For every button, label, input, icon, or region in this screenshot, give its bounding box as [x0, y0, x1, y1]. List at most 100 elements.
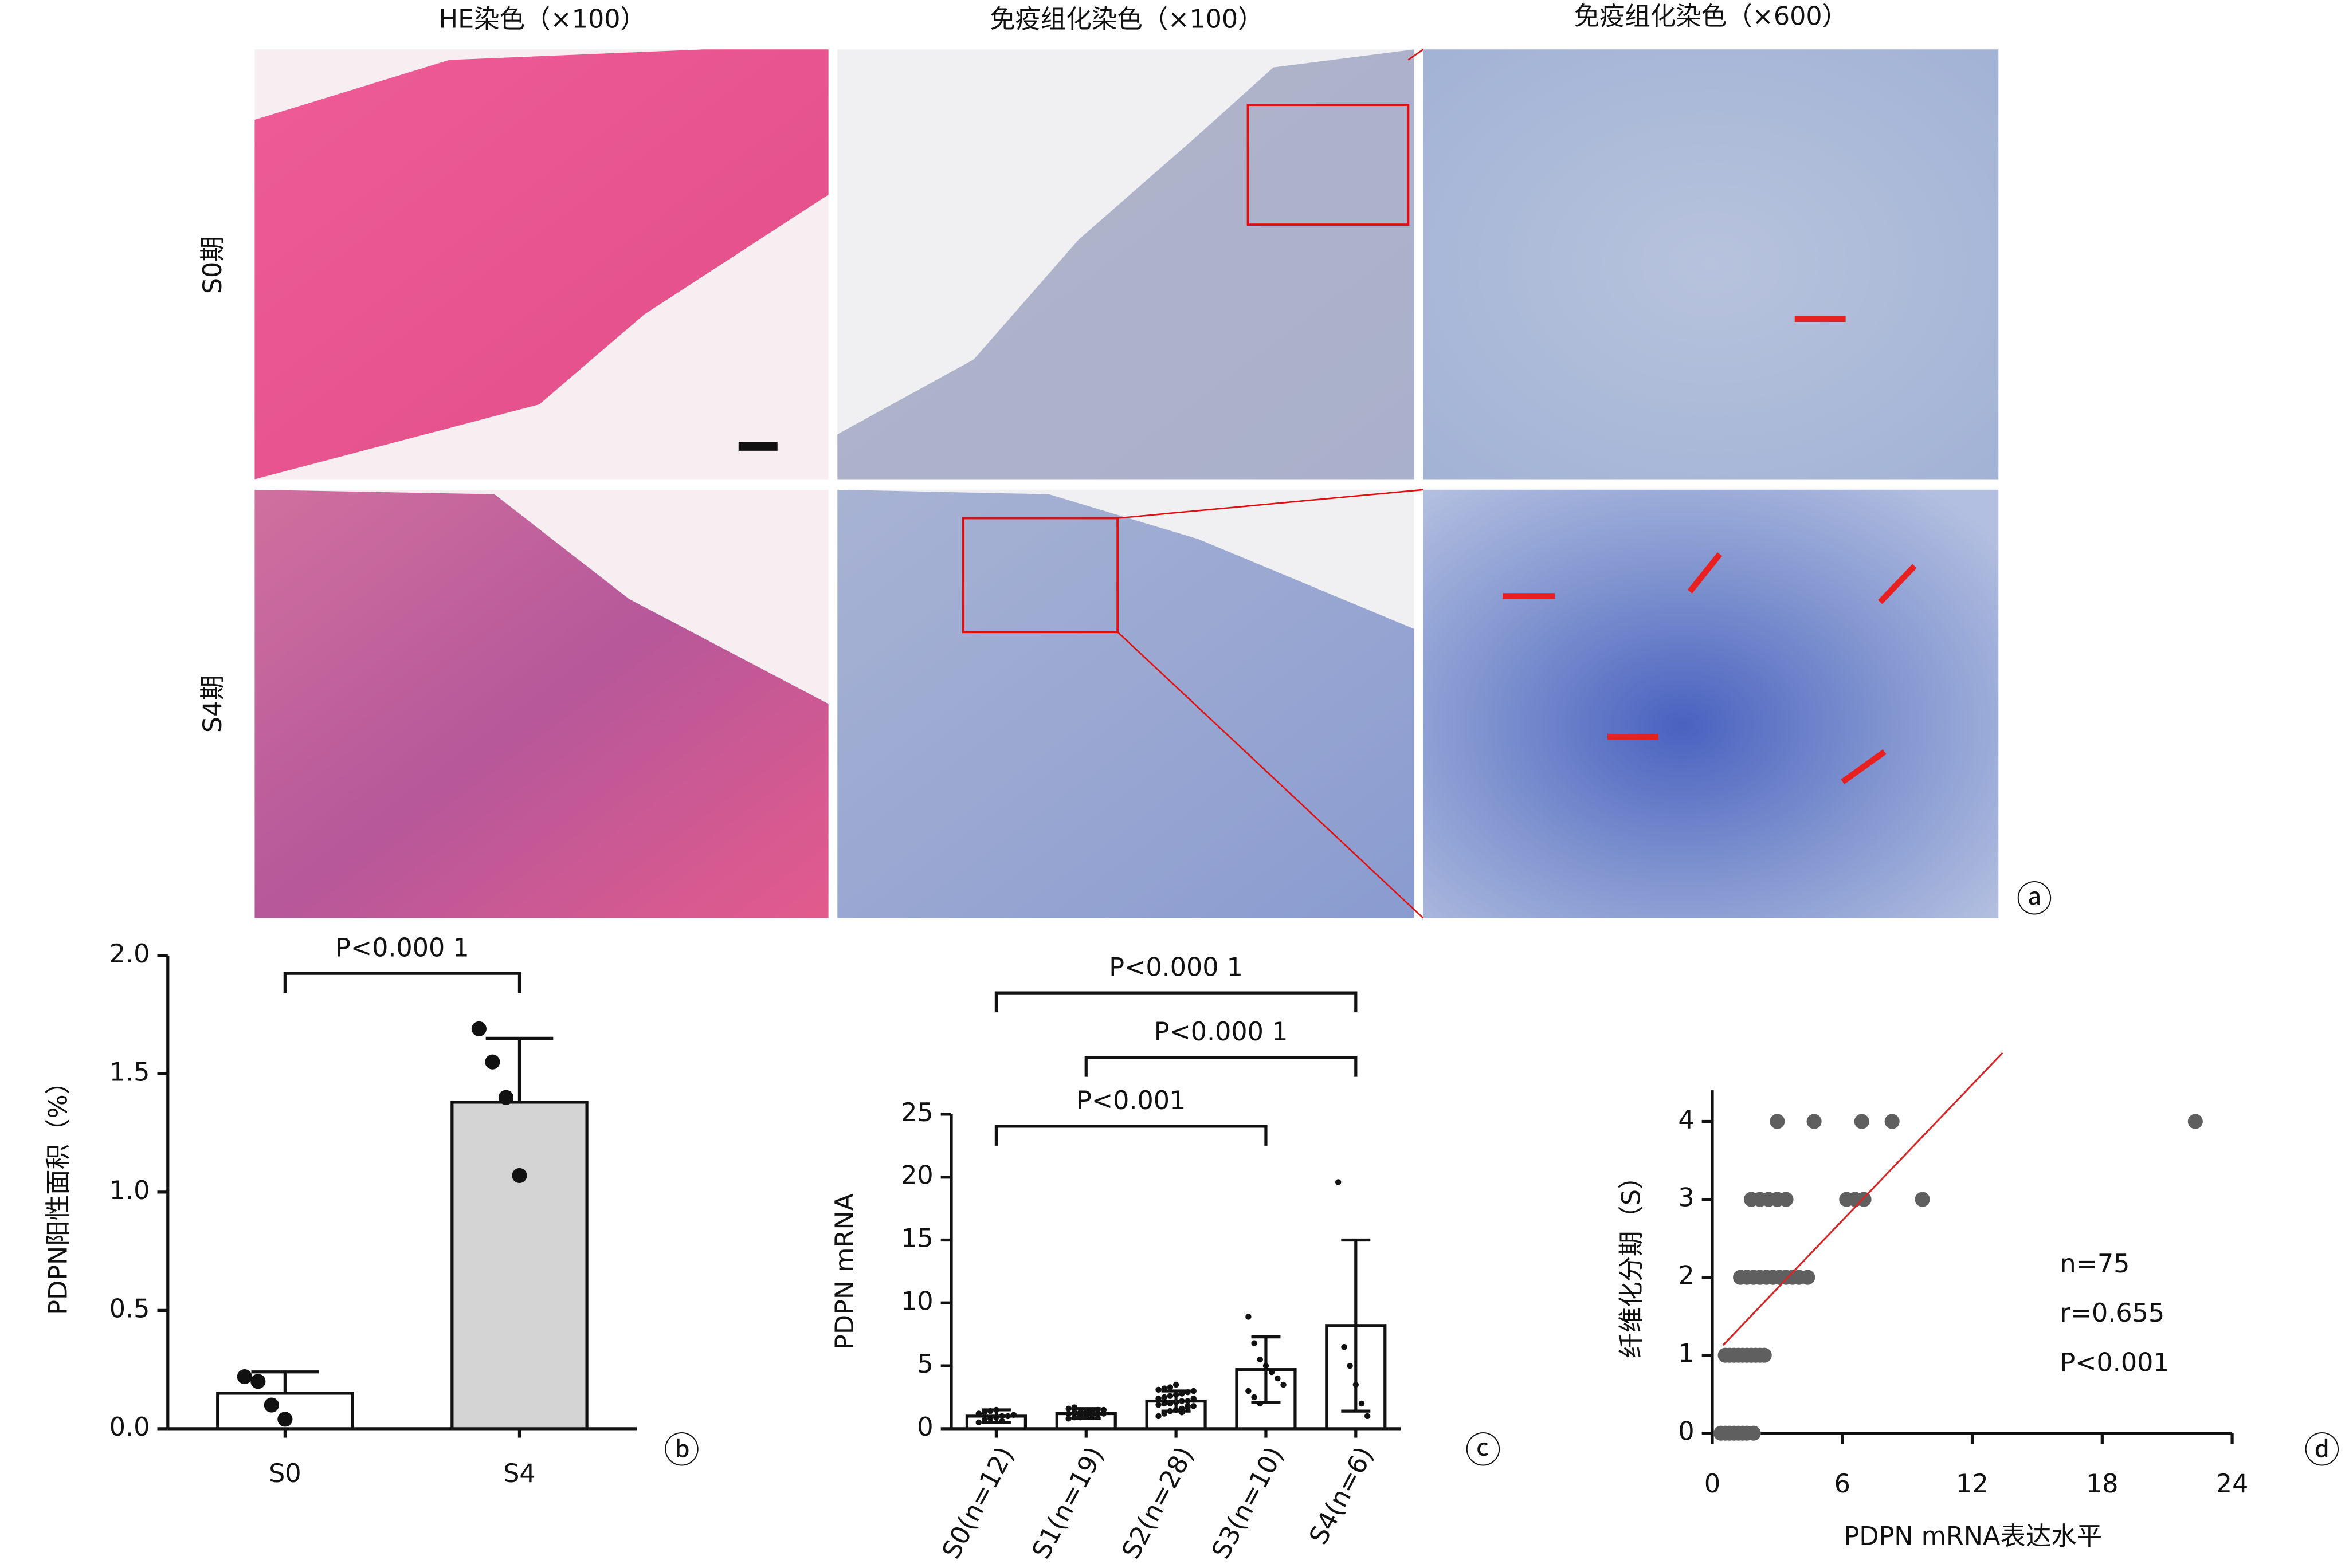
annotation: r=0.655 — [2060, 1299, 2164, 1328]
panel-label: ⓓ — [2304, 1429, 2340, 1471]
y-tick-label: 25 — [901, 1098, 934, 1127]
significance-bracket — [283, 972, 521, 993]
data-point — [1167, 1384, 1174, 1390]
data-point — [1854, 1114, 1869, 1129]
significance-label: P<0.000 1 — [1109, 953, 1243, 982]
significance-label: P<0.000 1 — [1154, 1017, 1288, 1047]
data-point — [1077, 1414, 1084, 1421]
column-title: 免疫组化染色（×600） — [1574, 2, 1848, 31]
data-point — [1172, 1381, 1179, 1388]
data-point — [1100, 1406, 1107, 1413]
data-point — [1778, 1192, 1794, 1207]
data-point — [1347, 1362, 1353, 1369]
x-tick-label: S0(n=12) — [937, 1442, 1020, 1563]
data-point — [512, 1168, 527, 1184]
data-point — [1161, 1394, 1167, 1401]
data-point — [999, 1413, 1005, 1420]
data-point — [1077, 1409, 1084, 1416]
zoom-line — [1407, 49, 1424, 61]
data-point — [1358, 1400, 1365, 1407]
data-point — [1071, 1414, 1078, 1421]
tissue — [254, 49, 829, 480]
fit-line — [1722, 1052, 2003, 1346]
tissue — [254, 489, 829, 918]
data-point — [981, 1409, 988, 1416]
data-point — [1179, 1390, 1185, 1397]
data-point — [264, 1397, 279, 1413]
data-point — [1257, 1400, 1263, 1407]
data-point — [993, 1414, 999, 1421]
significance-label: P<0.000 1 — [335, 933, 469, 962]
micrographs: HE染色（×100） 免疫组化染色（×100） 免疫组化染色（×600） S0期… — [198, 2, 2053, 919]
data-point — [1352, 1381, 1359, 1388]
data-point — [498, 1090, 514, 1105]
y-tick-label: 15 — [901, 1224, 934, 1253]
y-tick-label: 5 — [917, 1350, 933, 1379]
data-point — [1071, 1404, 1078, 1410]
data-point — [1065, 1410, 1072, 1417]
annotation: P<0.001 — [2060, 1348, 2169, 1377]
y-tick-label: 2 — [1678, 1262, 1694, 1291]
data-point — [1161, 1410, 1167, 1417]
y-axis-title: PDPN mRNA — [830, 1193, 860, 1350]
zoom-box — [1246, 104, 1410, 226]
data-point — [1280, 1381, 1287, 1388]
data-point — [1155, 1386, 1162, 1393]
y-tick-label: 0.5 — [109, 1294, 150, 1323]
data-point — [1179, 1409, 1185, 1416]
data-point — [1245, 1388, 1252, 1394]
data-point — [975, 1419, 982, 1426]
bar — [450, 1101, 589, 1431]
data-point — [485, 1054, 500, 1070]
data-point — [1179, 1398, 1185, 1404]
data-point — [1161, 1400, 1167, 1407]
tissue — [837, 489, 1414, 918]
data-point — [1190, 1395, 1197, 1402]
data-point — [1095, 1406, 1101, 1413]
significance-label: P<0.001 — [1076, 1086, 1186, 1115]
data-point — [1770, 1114, 1785, 1129]
data-point — [1806, 1114, 1822, 1129]
data-point — [987, 1408, 994, 1414]
arrow — [1877, 564, 1917, 604]
data-point — [999, 1418, 1005, 1424]
data-point — [1185, 1398, 1191, 1404]
significance-bracket — [1084, 1055, 1358, 1077]
x-tick-label: 12 — [1956, 1469, 1989, 1499]
x-tick-label: 6 — [1834, 1469, 1850, 1499]
data-point — [1172, 1406, 1179, 1413]
y-tick-label: 10 — [901, 1287, 934, 1316]
tissue — [837, 49, 1414, 480]
y-tick-label: 0 — [917, 1413, 933, 1442]
x-tick-label: 18 — [2086, 1469, 2119, 1499]
data-point — [1172, 1392, 1179, 1398]
significance-bracket — [994, 1125, 1268, 1146]
y-tick-label: 0.0 — [109, 1413, 150, 1442]
data-point — [1364, 1413, 1371, 1420]
y-tick-label: 20 — [901, 1161, 934, 1190]
data-point — [1005, 1413, 1011, 1420]
x-tick-label: S0 — [269, 1459, 301, 1488]
data-point — [1167, 1400, 1174, 1407]
data-point — [1756, 1347, 1772, 1363]
panel-label: ⓑ — [664, 1429, 700, 1471]
x-tick-label: S2(n=28) — [1116, 1442, 1199, 1563]
x-tick-label: S1(n=19) — [1026, 1442, 1109, 1563]
data-point — [1275, 1375, 1281, 1382]
data-point — [1089, 1410, 1095, 1417]
y-tick-label: 0 — [1678, 1417, 1694, 1447]
y-tick-label: 4 — [1678, 1106, 1694, 1135]
data-point — [2187, 1114, 2203, 1129]
column-title: 免疫组化染色（×100） — [990, 5, 1264, 34]
row-label: S4期 — [198, 675, 228, 733]
data-point — [1262, 1362, 1269, 1369]
data-point — [1915, 1192, 1930, 1207]
data-point — [250, 1374, 266, 1389]
x-tick-label: S4 — [503, 1459, 535, 1488]
arrows — [1502, 316, 1917, 784]
data-point — [1185, 1389, 1191, 1396]
image-ihc-s0-zoom — [1423, 49, 1999, 480]
zoom-boxes — [962, 49, 1424, 919]
data-point — [1884, 1114, 1900, 1129]
data-point — [277, 1412, 293, 1427]
